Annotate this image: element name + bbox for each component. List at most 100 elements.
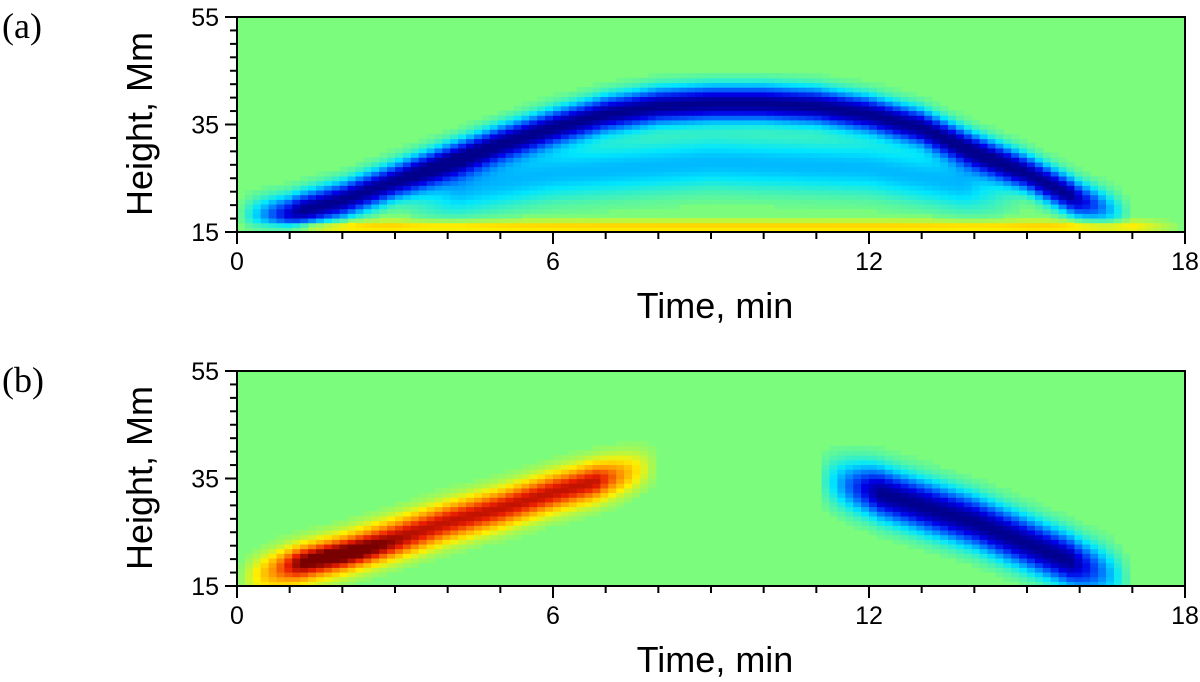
heatmap-cell [323, 180, 333, 186]
heatmap-cell [545, 185, 554, 191]
heatmap-cell [995, 161, 1004, 168]
heatmap-cell [734, 115, 744, 121]
heatmap-cell [418, 143, 428, 149]
heatmap-cell [1019, 534, 1028, 540]
heatmap-cell [955, 152, 965, 158]
heatmap-cell [766, 138, 775, 144]
heatmap-cell [568, 473, 578, 480]
heatmap-cell [963, 529, 973, 536]
heatmap-cell [853, 87, 862, 93]
heatmap-cell [837, 133, 846, 140]
heatmap-cell [474, 511, 483, 517]
heatmap-cell [892, 459, 902, 466]
heatmap-cell [521, 478, 530, 484]
heatmap-cell [616, 91, 625, 98]
heatmap-cell [632, 96, 641, 102]
heatmap-cell [908, 129, 917, 135]
heatmap-cell [1034, 171, 1044, 177]
heatmap-cell [790, 87, 799, 93]
heatmap-cell [853, 147, 862, 154]
x-tick-label: 0 [230, 602, 244, 630]
heatmap-cell [679, 87, 688, 93]
heatmap-cell [505, 208, 515, 214]
heatmap-cell [458, 227, 467, 232]
heatmap-cell [560, 143, 570, 149]
heatmap-cell [553, 171, 562, 177]
heatmap-cell [316, 203, 325, 210]
heatmap-cell [529, 161, 538, 168]
heatmap-cell [963, 515, 973, 522]
heatmap-cell [908, 166, 917, 172]
heatmap-cell [876, 115, 886, 121]
heatmap-cell [758, 87, 767, 93]
heatmap-cell [963, 119, 973, 126]
heatmap-cell [782, 77, 791, 84]
heatmap-cell [750, 87, 759, 93]
heatmap-cell [442, 487, 451, 494]
heatmap-cell [821, 138, 831, 144]
heatmap-cell [568, 133, 578, 140]
heatmap-cell [718, 185, 728, 191]
heatmap-cell [703, 119, 712, 126]
heatmap-cell [639, 157, 649, 163]
heatmap-cell [268, 203, 278, 210]
heatmap-cell [908, 157, 917, 163]
heatmap-cell [481, 497, 491, 503]
heatmap-cell [1027, 194, 1036, 200]
heatmap-cell [1050, 515, 1060, 522]
heatmap-cell [576, 515, 586, 522]
heatmap-cell [616, 171, 625, 177]
heatmap-cell [663, 77, 673, 84]
heatmap-cell [1011, 171, 1020, 177]
heatmap-cell [711, 166, 720, 172]
heatmap-cell [410, 143, 420, 149]
heatmap-cell [560, 171, 570, 177]
heatmap-cell [616, 199, 625, 205]
heatmap-cell [387, 222, 396, 228]
heatmap-cell [387, 557, 396, 564]
heatmap-cell [711, 124, 720, 130]
heatmap-cell [774, 91, 783, 98]
heatmap-cell [821, 464, 831, 470]
heatmap-cell [940, 157, 949, 163]
heatmap-cell [876, 129, 886, 135]
heatmap-cell [924, 115, 933, 121]
heatmap-cell [545, 194, 554, 200]
heatmap-cell [955, 189, 965, 196]
heatmap-cell [608, 222, 617, 228]
heatmap-cell [758, 171, 767, 177]
heatmap-cell [829, 189, 838, 196]
heatmap-cell [276, 203, 285, 210]
heatmap-cell [387, 199, 396, 205]
heatmap-cell [995, 557, 1004, 564]
heatmap-cell [505, 492, 515, 498]
heatmap-cell [758, 129, 767, 135]
heatmap-cell [1074, 529, 1083, 536]
heatmap-cell [916, 203, 925, 210]
heatmap-cell [1074, 222, 1083, 228]
heatmap-cell [624, 101, 633, 107]
heatmap-cell [387, 203, 396, 210]
heatmap-cell [624, 483, 633, 489]
heatmap-cell [553, 101, 562, 107]
heatmap-cell [308, 576, 317, 582]
heatmap-cell [797, 175, 807, 182]
heatmap-cell [1090, 189, 1099, 196]
heatmap-cell [458, 501, 467, 508]
heatmap-cell [1066, 166, 1075, 172]
heatmap-cell [639, 91, 649, 98]
heatmap-cell [466, 208, 475, 214]
heatmap-cell [647, 96, 657, 102]
heatmap-cell [639, 105, 649, 112]
heatmap-cell [671, 129, 680, 135]
heatmap-cell [916, 157, 925, 163]
heatmap-cell [821, 101, 831, 107]
heatmap-cell [1074, 208, 1083, 214]
heatmap-cell [600, 445, 609, 452]
heatmap-cell [971, 138, 981, 144]
heatmap-cell [300, 194, 309, 200]
heatmap-cell [837, 501, 846, 508]
heatmap-cell [513, 511, 522, 517]
heatmap-cell [347, 543, 357, 550]
heatmap-cell [987, 548, 996, 554]
